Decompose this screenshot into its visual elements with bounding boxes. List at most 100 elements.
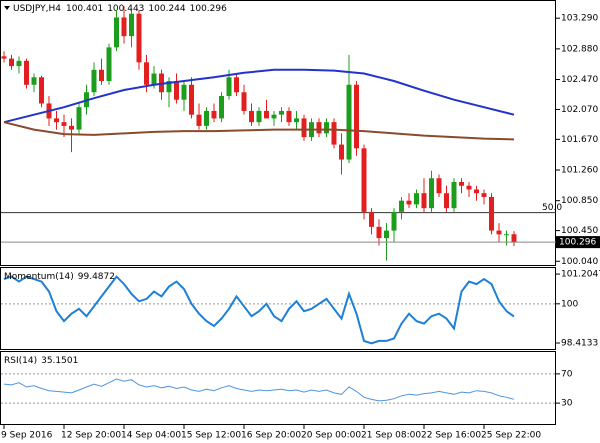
candle-body [316,122,322,134]
candle-body [189,84,194,115]
candle-body [361,148,367,212]
candle-body [474,189,479,194]
candle-body [219,95,224,119]
y-tick-label: 100 [561,299,578,309]
x-tick-label: 21 Sep 08:00 [361,431,421,441]
indicator-line [3,378,515,402]
candle-body [181,84,187,100]
price-box [556,236,600,249]
candle-body [9,58,14,67]
rsi-panel [0,351,556,425]
header: USDJPY,H4 100.401 100.443 100.244 100.296 [13,4,227,14]
main-panel [0,0,556,266]
x-tick-label: 22 Sep 16:00 [421,431,481,441]
candle-body [346,84,352,160]
x-tick-label: 15 Sep 12:00 [181,431,241,441]
candle-body [16,60,22,67]
candle-body [226,77,232,96]
indicator-name: Momentum(14) [4,272,74,282]
low: 100.244 [148,4,185,14]
y-tick-label: 102.880 [561,44,598,54]
candle-body [264,110,269,119]
candle-body [69,125,74,130]
x-tick-label: 9 Sep 2016 [1,431,53,441]
open: 100.401 [66,4,103,14]
y-tick-label: 30 [561,399,573,409]
price-label: 100.296 [559,238,596,248]
menu-arrow [4,6,10,10]
candle-body [31,77,37,85]
high: 100.443 [107,4,144,14]
indicator-line [3,275,515,345]
candle-body [1,56,7,59]
candle-body [376,226,382,239]
candle-body [294,118,299,123]
candle-body [339,144,344,160]
candle-body [151,73,157,85]
momentum-panel [0,267,556,350]
candle-body [54,118,59,123]
x-tick-label: 20 Sep 00:00 [301,431,361,441]
y-tick-label: 101.2047 [561,270,600,280]
candle-body [466,185,472,190]
candle-body [91,69,97,93]
candle-body [166,81,172,93]
candle-body [106,47,112,82]
candle-body [144,62,149,85]
candle-body [451,181,457,209]
indicator-title: RSI(14) 35.1501 [4,356,78,366]
y-tick-label: 100.040 [561,257,598,267]
indicator-value: 35.1501 [41,356,78,366]
candle-body [61,122,67,126]
candle-body [496,230,502,235]
candle-body [301,118,307,138]
candle-body [504,234,509,236]
candle-body [436,178,442,194]
candle-body [121,17,127,37]
indicator-title: Momentum(14) 99.4872 [4,272,115,282]
y-tick-label: 98.4133 [561,339,598,349]
candle-body [406,200,412,205]
y-tick-label: 100.850 [561,196,598,206]
moving-average [3,121,515,141]
candle-body [429,178,434,209]
candle-body [414,193,419,205]
y-tick-label: 70 [561,369,573,379]
candle-body [421,193,427,209]
candle-body [196,114,202,126]
candle-body [399,200,404,212]
candle-body [99,69,104,82]
x-tick-label: 14 Sep 04:00 [121,431,181,441]
candle-body [489,196,494,231]
indicator-value: 99.4872 [78,272,115,282]
candle-body [279,110,284,115]
x-tick-label: 12 Sep 20:00 [61,431,121,441]
candle-body [444,193,449,209]
candle-body [256,110,262,123]
candle-body [76,107,82,130]
y-tick-label: 100.450 [561,226,598,236]
y-tick-label: 102.470 [561,75,598,85]
candle-body [369,211,374,227]
candle-body [114,17,119,48]
candle-body [174,81,179,100]
close: 100.296 [190,4,227,14]
candle-body [39,77,44,104]
candle-body [511,234,517,243]
candle-body [391,211,397,231]
candle-body [459,181,464,186]
y-tick-label: 101.260 [561,166,598,176]
candle-body [24,60,29,85]
candle-body [324,122,329,134]
y-tick-label: 102.070 [561,105,598,115]
candle-body [384,230,389,239]
moving-average [3,68,515,124]
symbol: USDJPY,H4 [13,4,61,14]
candle-body [204,110,209,126]
candle-body [481,193,487,197]
candle-body [354,84,359,149]
candle-body [129,13,134,37]
candle-body [286,110,292,123]
y-tick-label: 101.670 [561,135,598,145]
x-tick-label: 25 Sep 22:00 [481,431,541,441]
